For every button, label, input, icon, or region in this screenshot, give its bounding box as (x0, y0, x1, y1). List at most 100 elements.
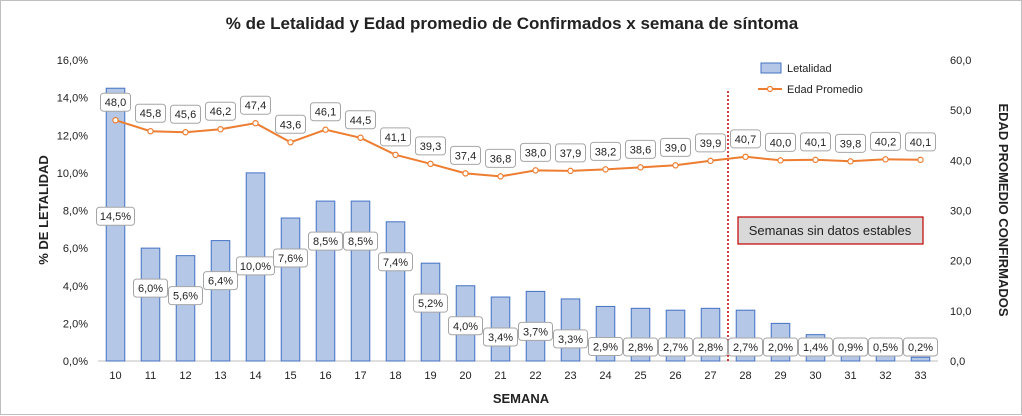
left-tick-label: 6,0% (63, 243, 88, 255)
line-label: 40,7 (735, 134, 756, 146)
line-marker-edad (742, 153, 749, 161)
bar-label-box (868, 337, 903, 357)
bar-label-group: 2,0% (763, 337, 798, 357)
unstable-weeks-note: Semanas sin datos estables (737, 216, 924, 245)
bar-label: 6,4% (208, 276, 233, 288)
bar-label: 0,2% (908, 342, 933, 354)
bar-label-group: 4,0% (448, 316, 483, 336)
line-label-group: 44,5 (345, 110, 376, 130)
line-label-box (485, 148, 516, 168)
line-label-group: 40,7 (730, 129, 761, 149)
line-label-box (380, 127, 411, 147)
bar-label: 0,9% (838, 342, 863, 354)
bar-label-box (588, 336, 623, 356)
line-label-box (870, 131, 901, 151)
line-label: 39,3 (420, 141, 441, 153)
x-tick-label: 26 (669, 370, 681, 382)
line-edad-promedio (115, 119, 921, 178)
x-tick-label: 33 (914, 370, 926, 382)
x-tick-label: 24 (599, 370, 611, 382)
x-tick-label: 28 (739, 370, 751, 382)
x-axis: 10 11 12 13 14 15 16 17 18 19 20 21 22 23 24 25 26 27 28 29… (98, 360, 938, 382)
line-label: 38,6 (630, 144, 651, 156)
line-marker-edad (602, 166, 609, 173)
left-tick-label: 12,0% (57, 130, 88, 142)
right-axis: 0,0 10,0 20,0 30,0 40,0 50,0 60,0 (950, 55, 971, 368)
line-label-box (205, 101, 236, 121)
bar-label-box (168, 286, 203, 306)
bar-label: 5,2% (418, 298, 443, 310)
line-label-box (555, 143, 586, 163)
bar-label-box (378, 252, 413, 272)
y-axis-title-right: EDAD PROMEDIO CONFIRMADOS (996, 103, 1011, 316)
line-label: 40,2 (875, 136, 896, 148)
y-axis-title-left: % DE LETALIDAD (36, 155, 51, 265)
bar-label-box (483, 327, 518, 347)
line-marker-edad (427, 160, 434, 168)
right-tick-label: 0,0 (950, 356, 965, 368)
left-tick-label: 14,0% (57, 93, 88, 105)
x-tick-label: 30 (809, 370, 821, 382)
x-tick-label: 12 (179, 370, 191, 382)
bar-label: 2,7% (733, 342, 758, 354)
line-label: 40,1 (805, 137, 826, 149)
bar-label-box (308, 231, 343, 251)
left-tick-label: 8,0% (63, 206, 88, 218)
bar-label: 14,5% (100, 211, 131, 223)
line-label: 39,0 (665, 142, 686, 154)
line-label-group: 43,6 (275, 114, 306, 134)
left-tick-label: 10,0% (57, 168, 88, 180)
x-tick-label: 29 (774, 370, 786, 382)
line-label: 43,6 (280, 119, 301, 131)
bar-label: 1,4% (803, 342, 828, 354)
bar-label-group: 10,0% (236, 256, 275, 276)
line-label-box (905, 132, 936, 152)
line-marker-edad (917, 156, 924, 164)
right-tick-label: 10,0 (950, 306, 971, 318)
line-label: 45,6 (175, 109, 196, 121)
line-label-box (415, 136, 446, 156)
x-tick-label: 13 (214, 370, 226, 382)
note-text: Semanas sin datos estables (749, 223, 912, 238)
line-label-group: 37,4 (450, 145, 481, 165)
line-label-box (520, 142, 551, 162)
bar-label: 3,7% (523, 326, 548, 338)
x-tick-label: 17 (354, 370, 366, 382)
legend: Letalidad Edad Promedio (758, 62, 863, 96)
bar-label-group: 2,8% (623, 337, 658, 357)
bar-label-group: 8,5% (308, 231, 343, 251)
bar-label-group: 1,4% (798, 337, 833, 357)
line-label: 40,1 (910, 137, 931, 149)
line-marker-edad (497, 173, 504, 180)
bar-label: 10,0% (240, 261, 271, 273)
line-marker-edad (462, 170, 469, 177)
x-tick-label: 25 (634, 370, 646, 382)
x-tick-label: 27 (704, 370, 716, 382)
bar-letalidad (315, 200, 336, 362)
line-label-box (590, 141, 621, 161)
x-tick-label: 19 (424, 370, 436, 382)
right-tick-label: 20,0 (950, 256, 971, 268)
bar-label: 2,8% (628, 342, 653, 354)
bar-label-group: 14,5% (96, 206, 135, 226)
line-label-box (450, 145, 481, 165)
bar-label-box (96, 206, 135, 226)
bar-letalidad (210, 240, 231, 362)
line-label-group: 40,1 (800, 132, 831, 152)
bar-label-box (343, 231, 378, 251)
left-tick-label: 4,0% (63, 281, 88, 293)
line-label-box (135, 103, 166, 123)
line-marker-edad (707, 157, 714, 165)
line-label: 39,9 (700, 138, 721, 150)
bar-label-box (518, 321, 553, 341)
line-label-box (625, 139, 656, 159)
x-tick-label: 14 (249, 370, 261, 382)
line-label-box (275, 114, 306, 134)
right-tick-label: 60,0 (950, 55, 971, 67)
x-tick-label: 21 (494, 370, 506, 382)
bar-label-box (658, 337, 693, 357)
line-label: 38,2 (595, 146, 616, 158)
line-data-labels: 48,0 45,8 45,6 46,2 47,4 43,6 46,1 44,5 41,1 39,3… (100, 92, 936, 168)
line-marker-edad (147, 128, 154, 135)
